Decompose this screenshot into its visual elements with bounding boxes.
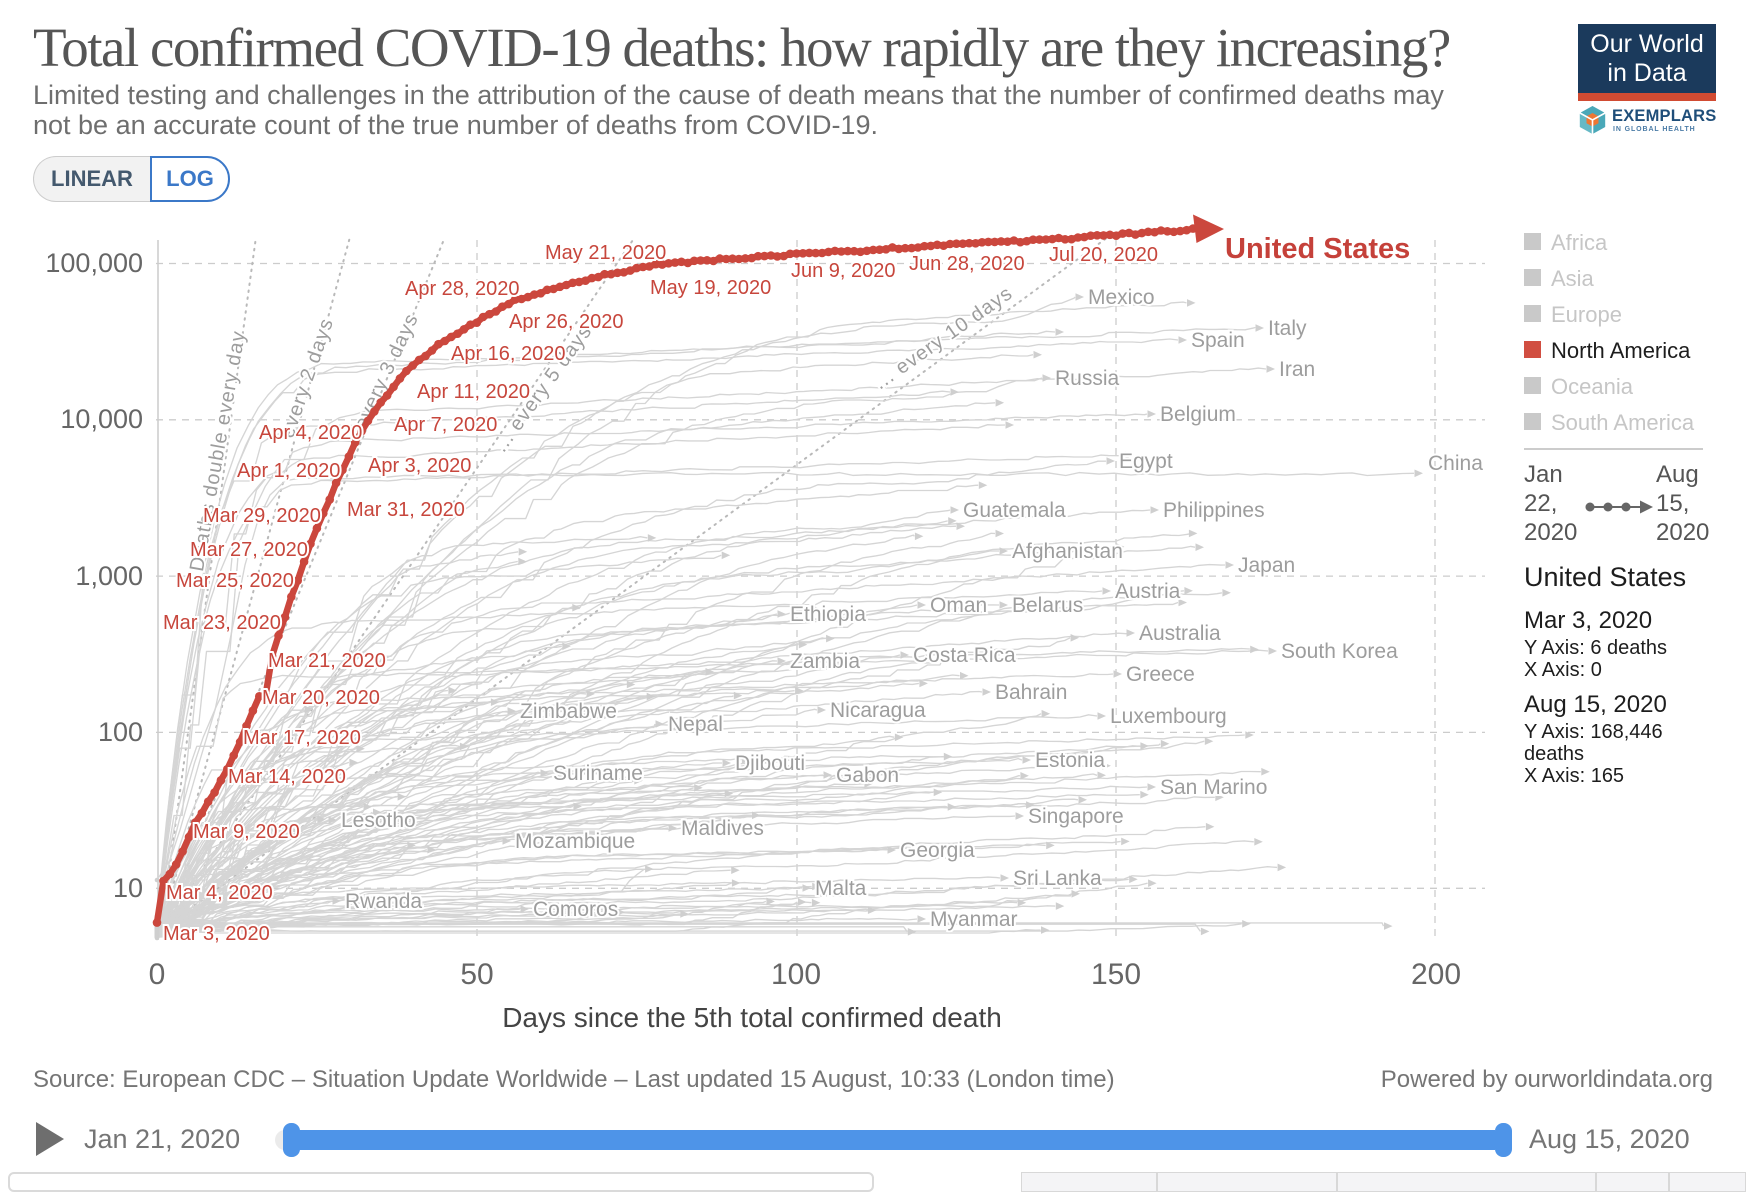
- svg-text:Austria: Austria: [1115, 580, 1181, 603]
- svg-text:Bahrain: Bahrain: [995, 681, 1067, 704]
- svg-text:Sri Lanka: Sri Lanka: [1013, 867, 1102, 890]
- svg-text:Apr 26, 2020: Apr 26, 2020: [509, 311, 624, 333]
- svg-text:Zimbabwe: Zimbabwe: [520, 700, 617, 723]
- svg-text:Russia: Russia: [1055, 367, 1120, 390]
- svg-text:Apr 16, 2020: Apr 16, 2020: [451, 343, 566, 365]
- svg-text:Mar 23, 2020: Mar 23, 2020: [163, 612, 281, 634]
- svg-text:Gabon: Gabon: [836, 764, 899, 787]
- svg-text:Mar 29, 2020: Mar 29, 2020: [203, 505, 321, 527]
- svg-text:Zambia: Zambia: [790, 650, 860, 673]
- svg-text:Deaths double every day: Deaths double every day: [186, 329, 250, 573]
- svg-text:Iran: Iran: [1279, 358, 1315, 381]
- svg-text:Belarus: Belarus: [1012, 594, 1083, 617]
- svg-text:Mar 31, 2020: Mar 31, 2020: [347, 499, 465, 521]
- svg-text:100: 100: [771, 958, 821, 991]
- svg-text:Lesotho: Lesotho: [341, 809, 416, 832]
- svg-text:Jun 9, 2020: Jun 9, 2020: [791, 260, 896, 282]
- svg-text:Mar 21, 2020: Mar 21, 2020: [268, 650, 386, 672]
- svg-text:Days since the 5th total confi: Days since the 5th total confirmed death: [502, 1002, 1002, 1033]
- svg-text:Suriname: Suriname: [553, 762, 643, 785]
- svg-text:0: 0: [149, 958, 166, 991]
- svg-text:Myanmar: Myanmar: [930, 908, 1018, 931]
- svg-text:10,000: 10,000: [60, 404, 143, 434]
- svg-text:Nicaragua: Nicaragua: [830, 699, 926, 722]
- svg-text:May 21, 2020: May 21, 2020: [545, 242, 666, 264]
- svg-text:Afghanistan: Afghanistan: [1012, 540, 1123, 563]
- svg-text:Greece: Greece: [1126, 663, 1195, 686]
- svg-text:Italy: Italy: [1268, 317, 1307, 340]
- svg-text:Luxembourg: Luxembourg: [1110, 705, 1227, 728]
- svg-text:Mar 17, 2020: Mar 17, 2020: [243, 727, 361, 749]
- svg-text:10: 10: [113, 873, 143, 903]
- svg-text:San Marino: San Marino: [1160, 776, 1267, 799]
- svg-text:Mexico: Mexico: [1088, 286, 1155, 309]
- svg-text:Mar 27, 2020: Mar 27, 2020: [190, 539, 308, 561]
- svg-text:Mar 14, 2020: Mar 14, 2020: [228, 766, 346, 788]
- svg-text:50: 50: [460, 958, 493, 991]
- svg-text:Apr 3, 2020: Apr 3, 2020: [368, 455, 471, 477]
- svg-text:... every 10 days: ... every 10 days: [870, 282, 1017, 394]
- svg-text:150: 150: [1091, 958, 1141, 991]
- svg-text:Costa Rica: Costa Rica: [913, 644, 1016, 667]
- svg-text:Japan: Japan: [1238, 554, 1295, 577]
- svg-text:Maldives: Maldives: [681, 817, 764, 840]
- svg-text:Belgium: Belgium: [1160, 403, 1236, 426]
- svg-text:Djibouti: Djibouti: [735, 752, 805, 775]
- svg-text:Guatemala: Guatemala: [963, 499, 1066, 522]
- svg-text:Apr 4, 2020: Apr 4, 2020: [259, 422, 362, 444]
- svg-text:Apr 11, 2020: Apr 11, 2020: [417, 381, 530, 403]
- svg-text:Estonia: Estonia: [1035, 749, 1105, 772]
- svg-text:Ethiopia: Ethiopia: [790, 603, 866, 626]
- svg-text:Spain: Spain: [1191, 329, 1245, 352]
- svg-text:Apr 7, 2020: Apr 7, 2020: [394, 414, 497, 436]
- svg-text:Nepal: Nepal: [668, 713, 723, 736]
- svg-text:Oman: Oman: [930, 594, 987, 617]
- svg-text:Jun 28, 2020: Jun 28, 2020: [909, 253, 1025, 275]
- svg-text:Mar 25, 2020: Mar 25, 2020: [176, 570, 294, 592]
- svg-text:Apr 28, 2020: Apr 28, 2020: [405, 278, 520, 300]
- svg-text:South Korea: South Korea: [1281, 640, 1398, 663]
- svg-text:Mar 20, 2020: Mar 20, 2020: [262, 687, 380, 709]
- svg-text:Mar 4, 2020: Mar 4, 2020: [166, 882, 273, 904]
- svg-text:Comoros: Comoros: [533, 898, 618, 921]
- svg-text:100: 100: [98, 717, 143, 747]
- svg-text:Philippines: Philippines: [1163, 499, 1265, 522]
- svg-text:Mar 3, 2020: Mar 3, 2020: [163, 923, 270, 945]
- svg-text:Rwanda: Rwanda: [345, 890, 422, 913]
- svg-text:Apr 1, 2020: Apr 1, 2020: [237, 460, 340, 482]
- svg-text:China: China: [1428, 452, 1483, 475]
- svg-text:Singapore: Singapore: [1028, 805, 1124, 828]
- svg-text:May 19, 2020: May 19, 2020: [650, 277, 771, 299]
- svg-text:Georgia: Georgia: [900, 839, 975, 862]
- svg-text:1,000: 1,000: [75, 561, 143, 591]
- svg-text:Malta: Malta: [815, 877, 867, 900]
- svg-text:200: 200: [1411, 958, 1461, 991]
- svg-text:100,000: 100,000: [45, 248, 143, 278]
- svg-text:Jul 20, 2020: Jul 20, 2020: [1049, 244, 1158, 266]
- svg-text:Australia: Australia: [1139, 622, 1221, 645]
- svg-text:Mar 9, 2020: Mar 9, 2020: [193, 821, 300, 843]
- svg-text:United States: United States: [1225, 233, 1410, 265]
- svg-text:Mozambique: Mozambique: [515, 830, 635, 853]
- svg-text:Egypt: Egypt: [1119, 450, 1173, 473]
